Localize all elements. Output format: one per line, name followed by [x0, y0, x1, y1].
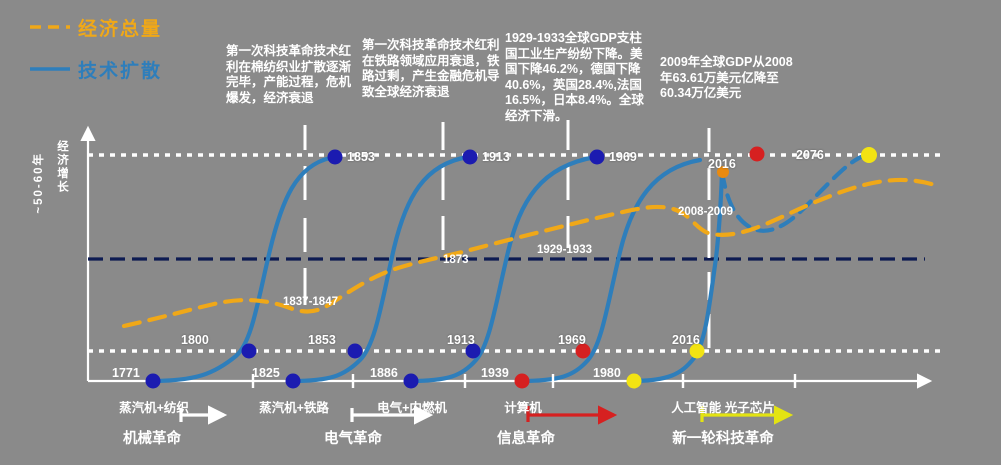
- tech-label-computer: 计算机: [504, 401, 542, 415]
- lower-plateau-markers: [241, 343, 705, 359]
- tick-year-1886: 1886: [370, 366, 398, 380]
- y-axis-title: 经济增长: [56, 140, 68, 194]
- tick-year-1939: 1939: [481, 366, 509, 380]
- wave-1-curve: [147, 155, 333, 384]
- point-label-lower-1853: 1853: [308, 333, 336, 347]
- legend-item-economy: 经济总量: [78, 19, 163, 40]
- wave-4-curve: [517, 157, 703, 384]
- crisis-label-2008-2009: 2008-2009: [678, 206, 733, 218]
- upper-plateau-markers: [327, 146, 877, 178]
- wave-5-curve-solid: [629, 169, 725, 384]
- tick-year-1980: 1980: [593, 366, 621, 380]
- wave-2-curve: [289, 154, 471, 384]
- annotation-2008-2009: 2009年全球GDP从2008年63.61万美元亿降至60.34万亿美元: [660, 55, 793, 100]
- tech-label-steam-rail: 蒸汽机+铁路: [259, 401, 329, 415]
- point-label-upper-1853: 1853: [347, 150, 375, 164]
- annotation-1873: 第一次科技革命技术红利在铁路领域应用衰退，铁路过剩，产生金融危机导致全球经济衰退: [362, 38, 500, 99]
- revolution-label-new-tech: 新一轮科技革命: [672, 431, 774, 447]
- revolution-label-information: 信息革命: [497, 431, 555, 447]
- point-label-lower-1800: 1800: [181, 333, 209, 347]
- point-label-lower-2016: 2016: [672, 333, 700, 347]
- tech-label-ai-photonic-chip: 人工智能 光子芯片: [671, 401, 775, 415]
- tick-year-1771: 1771: [112, 366, 140, 380]
- y-axis-period-label: ~50-60年: [33, 152, 45, 214]
- revolution-arrows: [179, 405, 794, 425]
- point-label-upper-1913: 1913: [482, 150, 510, 164]
- tech-label-steam-textile: 蒸汽机+纺织: [119, 401, 189, 415]
- baseline-markers: [145, 373, 642, 389]
- point-label-upper-1969: 1969: [609, 150, 637, 164]
- technology-diffusion-curves: [147, 154, 725, 384]
- revolution-label-electric: 电气革命: [324, 431, 382, 447]
- crisis-label-1929-1933: 1929-1933: [537, 244, 592, 256]
- point-label-lower-1913: 1913: [447, 333, 475, 347]
- crisis-label-1873: 1873: [443, 254, 469, 266]
- point-label-upper-2076: 2076: [796, 148, 824, 162]
- legend-item-technology: 技术扩散: [78, 61, 163, 82]
- axis-lines: [80, 125, 933, 389]
- legend-swatches: [30, 25, 70, 71]
- point-label-lower-1969: 1969: [558, 333, 586, 347]
- point-label-upper-2016: 2016: [708, 157, 736, 171]
- revolution-label-mechanical: 机械革命: [123, 431, 181, 447]
- wave-3-curve: [407, 154, 599, 384]
- tick-year-1825: 1825: [252, 366, 280, 380]
- annotation-1837-1847: 第一次科技革命技术红利在棉纺织业扩散逐渐完毕，产能过程，危机爆发，经济衰退: [226, 44, 352, 105]
- technology-projection-curve: [719, 152, 869, 233]
- economy-aggregate-line: [121, 177, 941, 329]
- annotation-1929-1933: 1929-1933全球GDP支柱国工业生产纷纷下降。美国下降46.2%，德国下降…: [505, 31, 644, 123]
- crisis-label-1837-1847: 1837-1847: [283, 296, 338, 308]
- tech-label-electric-combustion: 电气+内燃机: [377, 401, 447, 415]
